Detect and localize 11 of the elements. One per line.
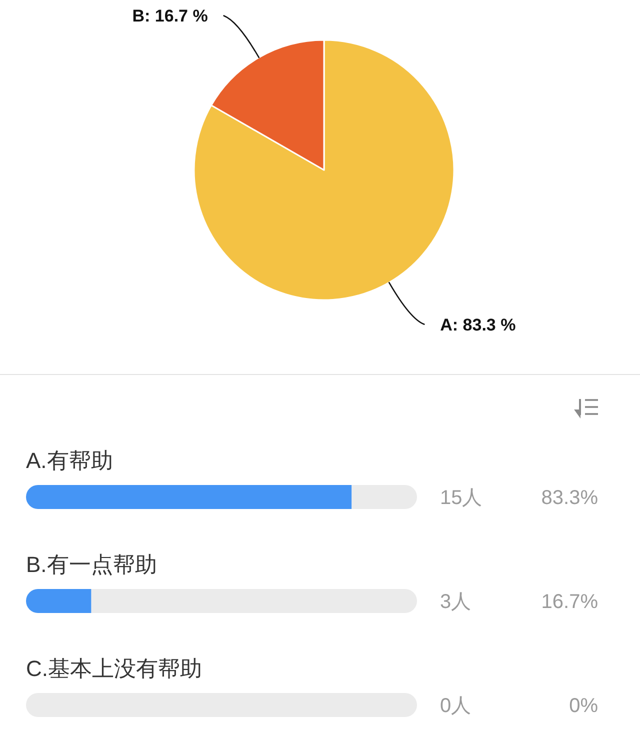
text: 3人 (440, 591, 472, 613)
y-tick-label: C.基本上没有帮助 (26, 656, 202, 681)
data-label: 83.3% (541, 487, 598, 509)
y-tick-label: B.有一点帮助 (26, 552, 157, 577)
text: 15人 (440, 487, 482, 509)
data-label: 0% (569, 695, 598, 717)
data-label: 16.7% (541, 591, 598, 613)
y-tick-label: A.有帮助 (26, 448, 113, 473)
slice-label: A: 83.3 % (440, 315, 516, 334)
text: 0人 (440, 695, 472, 717)
slice-label: B: 16.7 % (132, 6, 208, 26)
